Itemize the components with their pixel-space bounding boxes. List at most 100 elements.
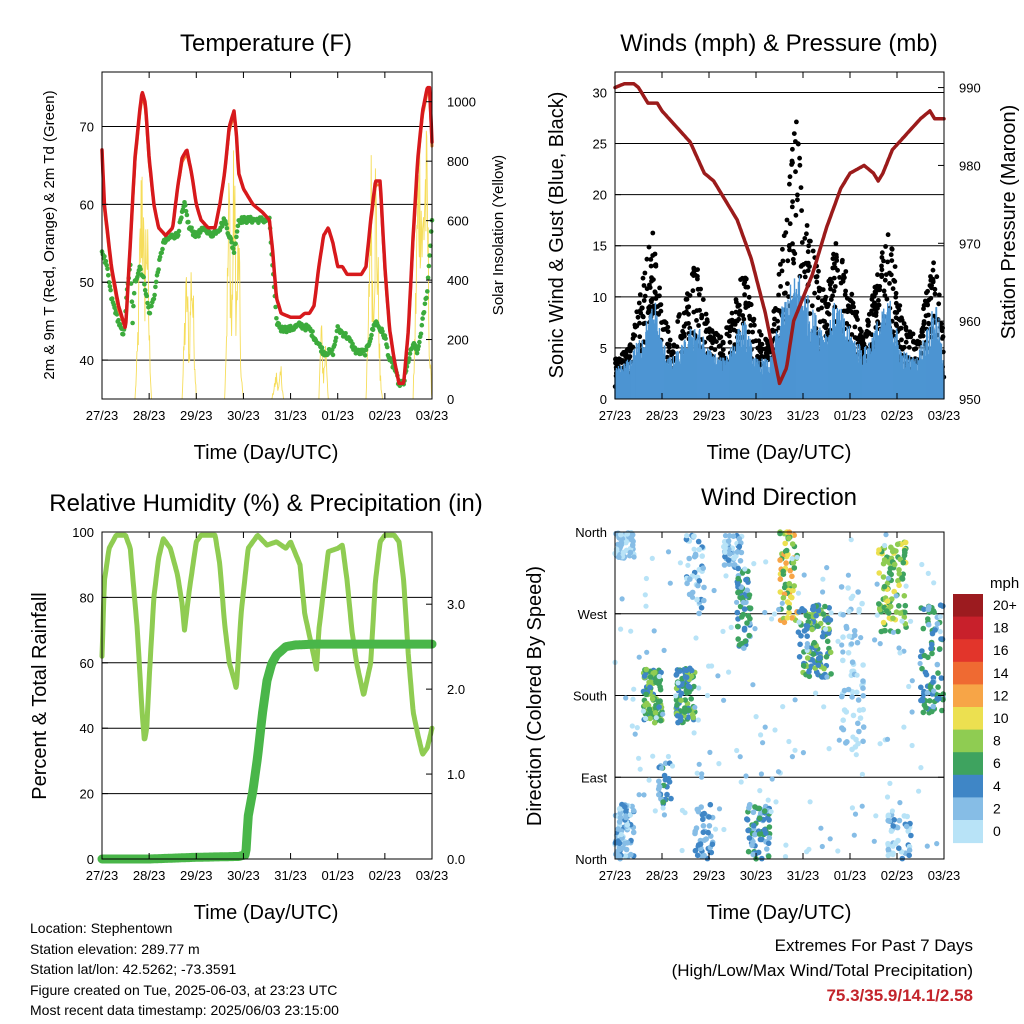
- direction-point: [891, 561, 898, 568]
- direction-point: [902, 602, 909, 609]
- direction-point: [667, 580, 673, 586]
- gust-point: [815, 295, 821, 301]
- direction-point: [762, 724, 768, 730]
- gust-point: [655, 304, 661, 309]
- pressure-ytick-label: 950: [959, 392, 981, 407]
- gust-point: [893, 290, 899, 296]
- gust-point: [700, 297, 706, 302]
- legend-label: 12: [993, 687, 1009, 703]
- gust-point: [746, 329, 751, 335]
- direction-point: [707, 801, 714, 808]
- gust-point: [715, 332, 721, 338]
- dewpoint-point: [362, 353, 368, 358]
- direction-point: [775, 769, 782, 775]
- direction-point: [659, 765, 665, 771]
- direction-point: [696, 546, 702, 553]
- dewpoint-point: [106, 280, 112, 285]
- direction-ytick-label: East: [581, 770, 607, 785]
- direction-point: [622, 840, 628, 847]
- dewpoint-point: [310, 329, 315, 334]
- direction-point: [845, 572, 852, 578]
- dewpoint-point: [128, 281, 134, 286]
- direction-point: [711, 587, 717, 594]
- gust-point: [843, 308, 849, 314]
- direction-point: [641, 792, 647, 798]
- gust-point: [694, 318, 699, 323]
- direction-point: [623, 695, 629, 701]
- humidity-plot: 27/23 28/23 29/23 30/23 31/23 01/23 02/23 03/23…: [72, 525, 465, 883]
- gust-point: [817, 319, 823, 325]
- legend-label: 2: [993, 800, 1001, 816]
- direction-point: [852, 632, 858, 639]
- direction-point: [700, 565, 706, 571]
- direction-point: [894, 541, 901, 548]
- direction-point: [773, 799, 779, 805]
- dewpoint-point: [419, 322, 425, 328]
- direction-point: [640, 708, 647, 714]
- wind-direction-ylabel: Direction (Colored By Speed): [524, 566, 546, 826]
- direction-point: [700, 816, 706, 823]
- gust-point: [849, 332, 855, 337]
- gust-point: [642, 270, 648, 276]
- gust-point: [746, 294, 752, 300]
- gust-point: [869, 308, 874, 314]
- direction-point: [679, 807, 686, 814]
- humidity-frame: [101, 531, 433, 860]
- direction-point: [923, 705, 929, 711]
- direction-point: [692, 830, 698, 837]
- direction-xtick-label: 30/23: [740, 868, 773, 883]
- gust-point: [709, 328, 715, 334]
- gust-point: [645, 310, 651, 316]
- gust-point: [757, 329, 762, 334]
- direction-point: [653, 715, 659, 721]
- dewpoint-point: [130, 320, 135, 326]
- gust-point: [879, 267, 885, 273]
- direction-point: [782, 540, 788, 547]
- direction-point: [859, 600, 865, 607]
- dewpoint-point: [426, 263, 432, 269]
- gust-point: [837, 275, 842, 280]
- direction-point: [882, 627, 888, 634]
- direction-point: [735, 581, 741, 587]
- precip-ytick-label: 3.0: [447, 597, 465, 612]
- gust-point: [893, 315, 899, 321]
- direction-point: [678, 690, 685, 697]
- humidity-xlabel: Time (Day/UTC): [194, 902, 339, 924]
- legend-swatch: [953, 661, 983, 685]
- direction-point: [712, 826, 719, 832]
- gust-point: [835, 267, 840, 273]
- direction-point: [824, 565, 830, 571]
- gust-point: [650, 296, 655, 302]
- solar-ytick-label: 600: [447, 214, 469, 229]
- direction-point: [797, 641, 803, 648]
- direction-point: [692, 704, 698, 710]
- humidity-xtick-label: 29/23: [180, 868, 213, 883]
- dewpoint-point: [186, 219, 191, 225]
- gust-point: [884, 296, 890, 302]
- gust-point: [705, 319, 710, 325]
- gust-point: [917, 339, 922, 345]
- direction-point: [765, 853, 772, 860]
- dewpoint-point: [418, 331, 424, 337]
- gust-point: [703, 311, 709, 317]
- direction-point: [721, 562, 728, 568]
- gust-point: [804, 231, 809, 237]
- direction-point: [855, 589, 861, 595]
- gust-point: [720, 339, 726, 345]
- gust-point: [646, 305, 651, 311]
- gust-point: [795, 192, 800, 198]
- gust-point: [896, 307, 902, 313]
- direction-point: [716, 761, 722, 767]
- gust-point: [707, 334, 713, 339]
- direction-point: [824, 674, 830, 680]
- direction-point: [675, 680, 681, 686]
- precip-ytick-label: 0.0: [447, 852, 465, 867]
- direction-point: [696, 578, 703, 584]
- gust-point: [926, 321, 932, 327]
- legend-label: 18: [993, 620, 1009, 636]
- gust-point: [853, 311, 859, 317]
- direction-point: [646, 777, 652, 783]
- direction-point: [734, 747, 740, 754]
- dewpoint-point: [333, 335, 339, 341]
- direction-point: [787, 594, 794, 600]
